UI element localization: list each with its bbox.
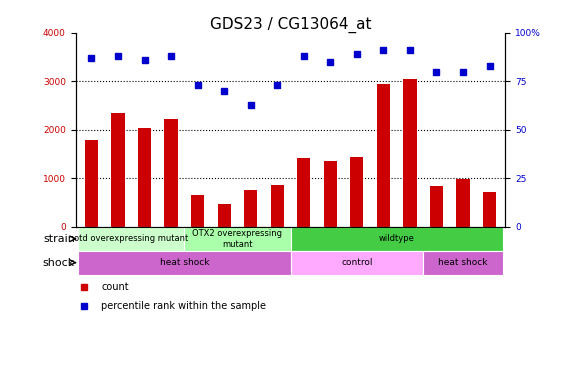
Bar <box>403 79 417 227</box>
Text: heat shock: heat shock <box>160 258 209 267</box>
Text: shock: shock <box>43 258 75 268</box>
Text: percentile rank within the sample: percentile rank within the sample <box>101 300 266 311</box>
Bar <box>112 113 125 227</box>
Text: OTX2 overexpressing
mutant: OTX2 overexpressing mutant <box>192 229 282 249</box>
Bar <box>191 195 205 227</box>
Bar <box>376 84 390 227</box>
Bar <box>430 186 443 227</box>
Bar <box>290 251 423 274</box>
Bar <box>290 227 503 251</box>
Text: heat shock: heat shock <box>438 258 488 267</box>
Bar <box>78 251 290 274</box>
Bar <box>78 227 184 251</box>
Bar <box>271 185 284 227</box>
Bar <box>350 157 364 227</box>
Bar <box>324 161 337 227</box>
Bar <box>164 119 178 227</box>
Bar <box>217 203 231 227</box>
Bar <box>138 127 151 227</box>
Bar <box>244 190 257 227</box>
Bar <box>456 179 469 227</box>
Text: control: control <box>341 258 372 267</box>
Bar <box>297 158 310 227</box>
Text: strain: strain <box>43 234 75 244</box>
Bar <box>423 251 503 274</box>
Text: count: count <box>101 282 129 292</box>
Text: otd overexpressing mutant: otd overexpressing mutant <box>74 234 188 243</box>
Bar <box>483 191 496 227</box>
Text: wildtype: wildtype <box>379 234 415 243</box>
Title: GDS23 / CG13064_at: GDS23 / CG13064_at <box>210 17 371 33</box>
Bar <box>184 227 290 251</box>
Bar <box>85 139 98 227</box>
